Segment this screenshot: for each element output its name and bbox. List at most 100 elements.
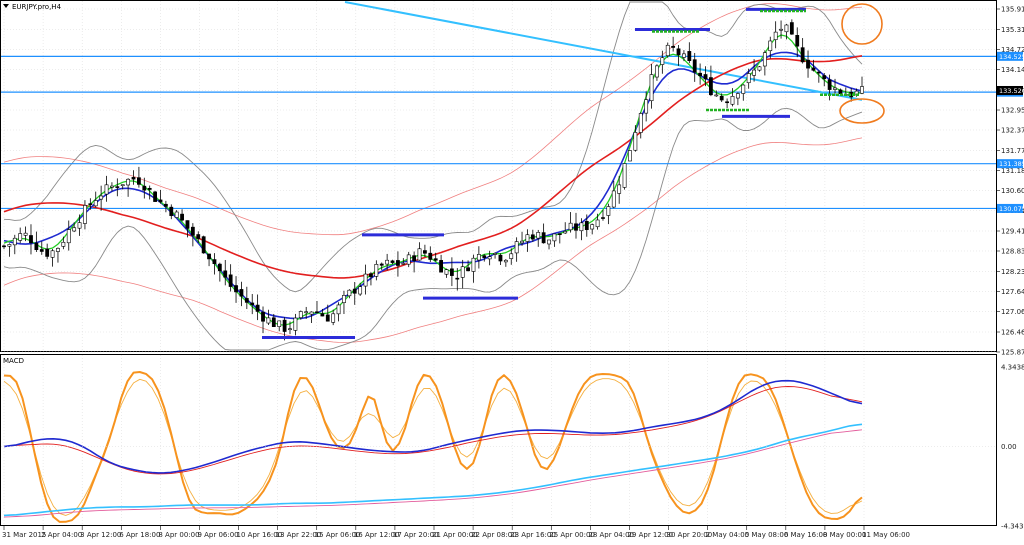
candle-body	[325, 314, 330, 322]
candle-body	[611, 190, 616, 208]
candle-body	[244, 298, 249, 303]
candle-body	[201, 236, 206, 254]
candle-body	[466, 267, 470, 272]
candle-body	[261, 311, 265, 322]
candle-body	[110, 185, 114, 188]
time-tick-label: 2 Apr 04:00	[41, 531, 82, 539]
blue-ma-line	[3, 51, 863, 320]
candle-body	[234, 285, 238, 293]
candle-body	[169, 206, 174, 216]
annotation-circle-top	[841, 3, 883, 45]
price-tick-label: 134.140	[1001, 66, 1024, 74]
time-tick-label: 25 Apr 00:00	[549, 531, 595, 539]
time-tick-label: 21 Apr 00:00	[432, 531, 478, 539]
candle-body	[595, 219, 600, 228]
time-tick-label: 10 Apr 16:00	[237, 531, 283, 539]
moving-averages	[3, 34, 863, 326]
price-tick-label: 135.310	[1001, 26, 1024, 34]
candle-body	[735, 93, 740, 99]
trendline-layer	[344, 1, 863, 101]
annotation-circles	[839, 3, 885, 124]
candle-body	[806, 59, 810, 69]
time-tick-label: 30 Apr 20:00	[667, 531, 713, 539]
candle-body	[336, 304, 341, 315]
candle-body	[315, 311, 319, 314]
macd-series-line	[3, 371, 863, 523]
candle-body	[93, 200, 98, 207]
time-tick-label: 5 May 08:00	[745, 531, 789, 539]
candle-body	[180, 213, 184, 221]
candle-body	[741, 84, 746, 94]
candle-body	[811, 67, 816, 71]
candle-body	[104, 184, 109, 195]
candle-body	[568, 222, 573, 231]
time-tick-label: 11 May 06:00	[862, 531, 910, 539]
candle-body	[137, 177, 141, 185]
candle-body	[45, 248, 50, 257]
candle-body	[2, 245, 6, 248]
candle-body	[228, 274, 233, 287]
candle-body	[757, 66, 762, 71]
candle-body	[725, 101, 729, 104]
level-tag-label: 130.075	[999, 205, 1024, 213]
candle-body	[396, 260, 400, 266]
candles	[2, 19, 864, 341]
candle-body	[239, 289, 244, 297]
candle-body	[255, 304, 260, 312]
candle-body	[563, 231, 568, 234]
candle-body	[800, 47, 805, 63]
candle-body	[816, 71, 821, 74]
symbol-label: EURJPY.pro,H4	[12, 3, 62, 11]
candle-body	[363, 273, 368, 287]
current-price-tag	[997, 85, 1023, 95]
symbol-dropdown-icon[interactable]	[3, 4, 9, 8]
candle-body	[99, 195, 104, 200]
candle-body	[293, 317, 298, 331]
candle-body	[439, 260, 443, 273]
price-tick-label: 130.600	[1001, 187, 1024, 195]
candle-body	[746, 73, 751, 84]
candle-body	[730, 96, 735, 105]
candle-body	[298, 311, 303, 318]
candle-body	[493, 253, 497, 255]
candle-body	[779, 28, 783, 31]
macd-series-line	[3, 379, 863, 474]
candle-body	[433, 258, 438, 261]
candle-body	[682, 53, 686, 58]
candle-body	[838, 89, 843, 95]
candle-body	[514, 241, 519, 254]
candle-body	[665, 44, 670, 56]
candle-body	[147, 187, 152, 190]
candle-body	[288, 328, 292, 331]
candle-body	[212, 259, 217, 265]
time-tick-label: 17 Apr 20:00	[393, 531, 439, 539]
candle-body	[476, 254, 481, 261]
level-tag	[997, 203, 1023, 213]
candle-body	[406, 254, 411, 265]
candle-body	[822, 75, 827, 80]
candle-body	[482, 255, 487, 258]
candle-body	[18, 233, 23, 241]
candle-body	[709, 77, 713, 96]
candle-body	[552, 233, 557, 242]
price-tick-label: 128.830	[1001, 247, 1024, 255]
candle-body	[541, 232, 546, 244]
macd-tick-label: -4.3438	[1001, 523, 1024, 531]
time-tick-label: 8 Apr 00:00	[158, 531, 199, 539]
candle-body	[217, 263, 222, 272]
price-tick-label: 129.415	[1001, 228, 1024, 236]
candle-body	[347, 289, 352, 297]
price-tick-label: 135.910	[1001, 6, 1024, 14]
candle-body	[66, 229, 71, 244]
candle-body	[579, 222, 584, 232]
price-tick-label: 127.645	[1001, 288, 1024, 296]
envelope-layer	[3, 3, 863, 343]
candle-body	[784, 24, 789, 33]
candle-body	[207, 253, 211, 260]
candle-body	[190, 226, 195, 236]
candle-body	[120, 184, 125, 186]
candle-body	[369, 273, 373, 278]
candle-body	[762, 52, 767, 67]
candle-body	[606, 206, 611, 216]
